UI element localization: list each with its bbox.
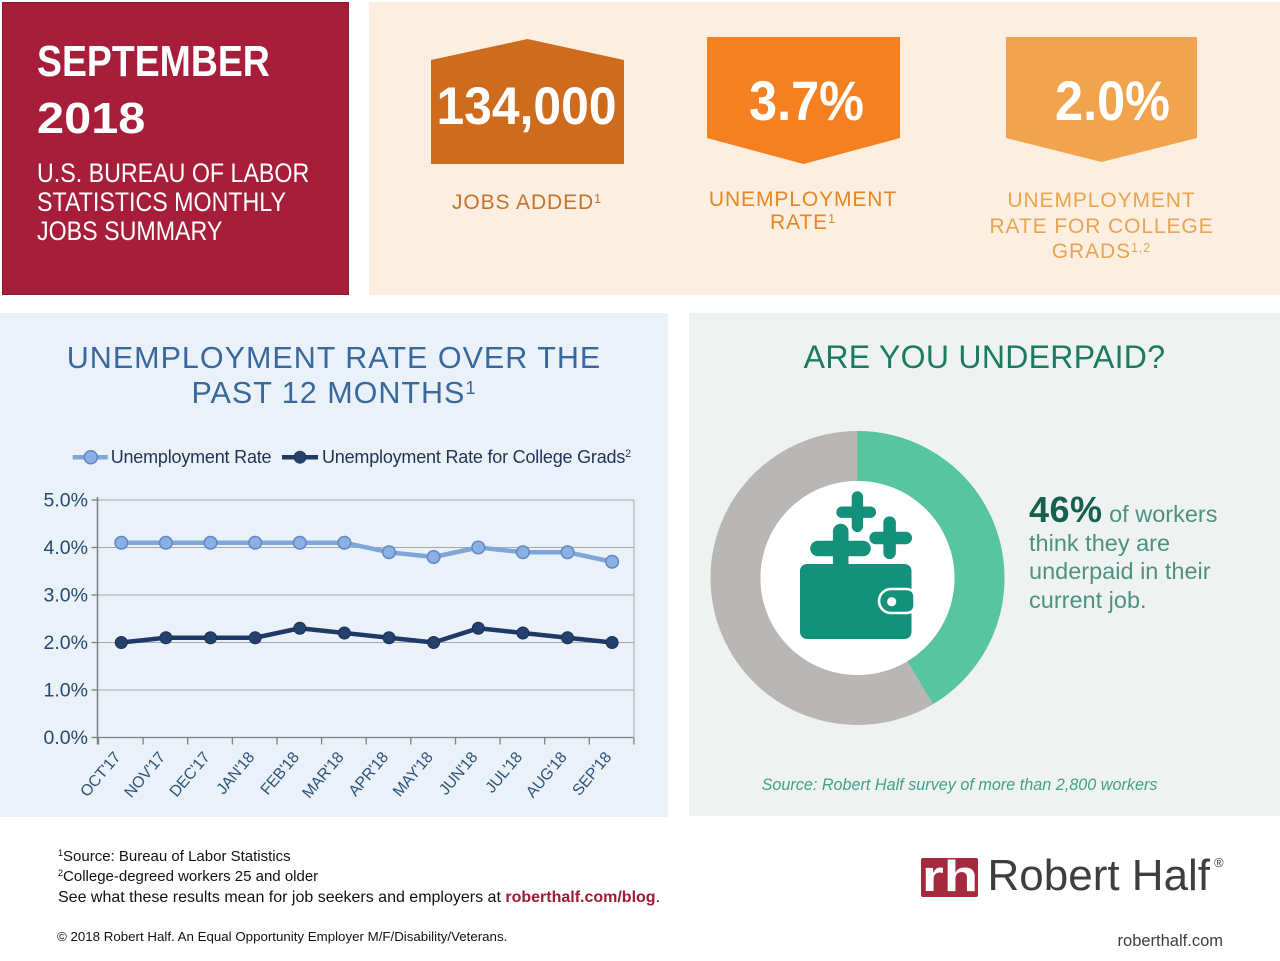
svg-text:4.0%: 4.0% bbox=[44, 537, 88, 559]
svg-text:MAY'18: MAY'18 bbox=[390, 749, 437, 800]
svg-text:DEC'17: DEC'17 bbox=[167, 749, 214, 800]
svg-text:OCT'17: OCT'17 bbox=[77, 749, 124, 800]
svg-text:NOV'17: NOV'17 bbox=[121, 749, 168, 801]
svg-text:0.0%: 0.0% bbox=[44, 727, 88, 749]
svg-text:JUN'18: JUN'18 bbox=[436, 749, 481, 799]
svg-text:2.0%: 2.0% bbox=[44, 632, 88, 654]
svg-text:SEP'18: SEP'18 bbox=[569, 749, 615, 799]
svg-text:5.0%: 5.0% bbox=[44, 490, 88, 512]
svg-text:AUG'18: AUG'18 bbox=[523, 749, 571, 801]
svg-text:JAN'18: JAN'18 bbox=[214, 749, 259, 798]
svg-text:FEB'18: FEB'18 bbox=[258, 749, 303, 799]
svg-text:MAR'18: MAR'18 bbox=[299, 749, 347, 802]
svg-text:APR'18: APR'18 bbox=[346, 749, 393, 800]
svg-text:JUL'18: JUL'18 bbox=[482, 749, 526, 797]
svg-text:3.0%: 3.0% bbox=[44, 585, 88, 607]
svg-text:1.0%: 1.0% bbox=[44, 680, 88, 702]
